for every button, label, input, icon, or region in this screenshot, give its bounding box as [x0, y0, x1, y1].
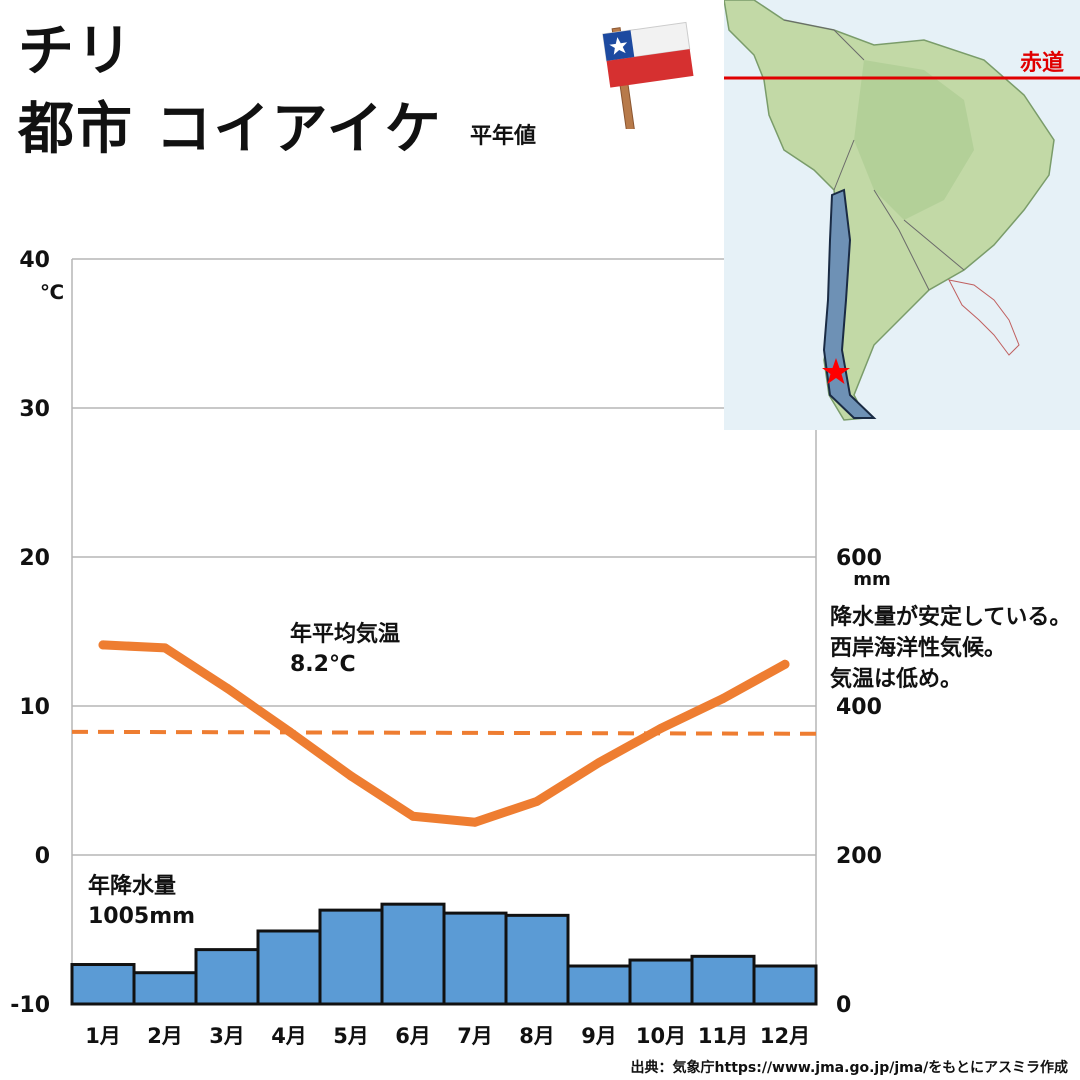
left-axis-tick-label: 20	[19, 546, 50, 571]
temperature-point	[98, 640, 108, 650]
month-label: 7月	[457, 1024, 493, 1048]
precipitation-bar	[504, 913, 570, 1006]
left-axis-tick-label: 10	[19, 695, 50, 720]
annual-temp-value: 8.2℃	[290, 652, 356, 677]
annual-temp-annotation: 年平均気温 8.2℃	[290, 620, 400, 680]
equator-label: 赤道	[1020, 50, 1064, 76]
climate-notes: 降水量が安定している。 西岸海洋性気候。 気温は低め。	[830, 602, 1071, 695]
note-line: 西岸海洋性気候。	[830, 636, 1007, 661]
month-label: 4月	[271, 1024, 307, 1048]
precipitation-bar	[70, 963, 136, 1006]
city-title: 都市 コイアイケ	[18, 97, 443, 162]
precipitation-bar	[690, 954, 756, 1006]
temperature-point	[532, 796, 542, 806]
note-line: 気温は低め。	[830, 667, 963, 692]
temperature-series-line	[98, 640, 790, 827]
country-title: チリ	[18, 19, 134, 84]
temperature-line	[98, 640, 790, 827]
annual-precip-annotation: 年降水量 1005mm	[88, 872, 195, 932]
temperature-point	[718, 694, 728, 704]
precipitation-bar	[628, 958, 694, 1006]
precipitation-bar	[132, 971, 198, 1006]
temperature-point	[780, 659, 790, 669]
precipitation-bar	[380, 902, 446, 1006]
annual-precip-value: 1005mm	[88, 904, 196, 929]
month-label: 8月	[519, 1024, 555, 1048]
temperature-point	[284, 726, 294, 736]
grid-lines	[71, 258, 817, 1005]
precipitation-bar	[442, 911, 508, 1006]
month-label: 5月	[333, 1024, 369, 1048]
right-axis-tick-label: 400	[836, 695, 882, 720]
annual-precip-label: 年降水量	[88, 874, 177, 899]
subtitle: 平年値	[470, 124, 537, 149]
month-label: 10月	[636, 1024, 686, 1048]
temperature-point	[656, 723, 666, 733]
right-axis-tick-label: 0	[836, 993, 851, 1018]
precipitation-bar	[318, 908, 384, 1006]
precipitation-bars	[70, 902, 818, 1006]
month-label: 3月	[209, 1024, 245, 1048]
temperature-point	[594, 758, 604, 768]
city-marker-icon	[822, 358, 850, 384]
left-axis-tick-label: 0	[35, 844, 50, 869]
temperature-point	[408, 811, 418, 821]
temperature-point	[346, 771, 356, 781]
source-footer: 出典：気象庁https://www.jma.go.jp/jma/をもとにアスミラ…	[630, 1060, 1068, 1076]
south-america-map: 赤道	[724, 0, 1080, 430]
annual-temp-label: 年平均気温	[290, 622, 401, 647]
annual-mean-line	[71, 729, 825, 736]
month-label: 6月	[395, 1024, 431, 1048]
left-axis-unit: ℃	[40, 280, 64, 304]
month-label: 11月	[698, 1024, 748, 1048]
temperature-point	[470, 817, 480, 827]
temperature-point	[222, 683, 232, 693]
temperature-point	[160, 643, 170, 653]
precipitation-bar	[256, 929, 322, 1006]
month-label: 12月	[760, 1024, 810, 1048]
right-axis-tick-label: 200	[836, 844, 882, 869]
note-line: 降水量が安定している。	[830, 605, 1072, 630]
left-axis-tick-label: 40	[19, 248, 50, 273]
month-label: 9月	[581, 1024, 617, 1048]
right-axis-tick-label: 600	[836, 546, 882, 571]
month-label: 1月	[85, 1024, 121, 1048]
precipitation-bar	[566, 964, 632, 1006]
month-label: 2月	[147, 1024, 183, 1048]
left-axis-tick-label: 30	[19, 397, 50, 422]
right-axis-unit: mm	[853, 569, 891, 590]
precipitation-bar	[752, 964, 818, 1006]
annual-mean-dashed-line	[71, 729, 825, 736]
chile-flag-icon	[602, 21, 694, 129]
left-axis-tick-label: -10	[10, 993, 50, 1018]
precipitation-bar	[194, 948, 260, 1006]
